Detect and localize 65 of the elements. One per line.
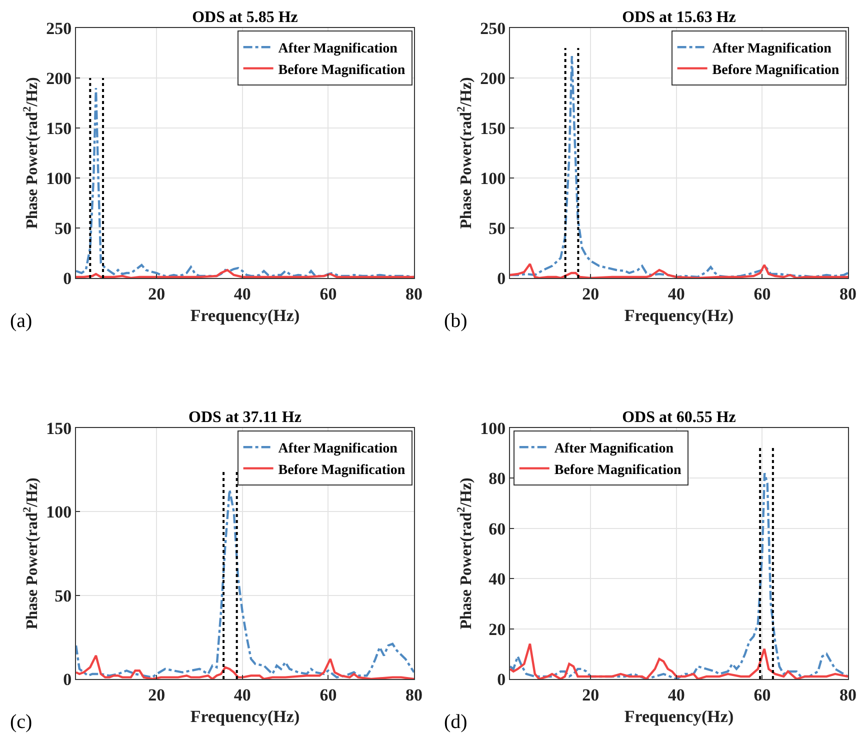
line-series: [510, 262, 848, 278]
y-tick-label: 100: [46, 168, 72, 188]
y-tick-label: 20: [488, 620, 506, 639]
x-tick-label: 20: [582, 685, 600, 704]
text: (b): [444, 310, 468, 332]
x-tick-label: 80: [406, 284, 422, 304]
line-series: [76, 654, 414, 679]
chart-title: ODS at 15.63 Hz: [622, 9, 736, 26]
y-tick-label: 250: [480, 18, 506, 38]
x-axis-title: Frequency(Hz): [624, 706, 734, 726]
y-tick-label: 150: [46, 118, 72, 138]
x-tick-label: 40: [668, 284, 685, 304]
x-tick-label: 20: [148, 284, 166, 304]
line-series: [510, 54, 848, 278]
x-tick-label: 80: [840, 685, 856, 704]
y-tick-label: 80: [488, 469, 506, 488]
chart-title: ODS at 60.55 Hz: [622, 409, 736, 426]
y-tick-label: 50: [488, 218, 506, 238]
legend-label: Before Magnification: [554, 462, 682, 478]
x-tick-label: 40: [668, 685, 685, 704]
legend-label: Before Magnification: [712, 62, 840, 78]
y-tick-label: 40: [488, 570, 506, 589]
y-tick-label: 250: [46, 18, 72, 38]
x-axis-title: Frequency(Hz): [624, 306, 734, 325]
y-tick-label: 100: [480, 168, 506, 188]
legend-label: After Magnification: [554, 442, 674, 457]
y-tick-label: 60: [488, 519, 506, 538]
y-tick-label: 50: [54, 586, 72, 606]
y-tick-label: 0: [497, 268, 506, 288]
line-series: [510, 642, 848, 679]
x-tick-label: 60: [754, 284, 771, 304]
y-tick-label: 100: [46, 502, 72, 522]
chart-title: ODS at 5.85 Hz: [192, 9, 298, 26]
line-series: [76, 86, 414, 278]
line-series: [76, 488, 414, 678]
x-tick-label: 60: [754, 685, 771, 704]
x-tick-label: 20: [582, 284, 600, 304]
legend-label: After Magnification: [278, 442, 398, 457]
x-tick-label: 80: [406, 685, 422, 704]
y-tick-label: 200: [480, 68, 506, 88]
x-tick-label: 20: [148, 685, 166, 704]
y-tick-label: 50: [54, 218, 72, 238]
chart-title: ODS at 37.11 Hz: [188, 409, 302, 426]
legend-label: Before Magnification: [278, 62, 406, 78]
y-tick-label: 150: [480, 118, 506, 138]
text: (c): [10, 711, 32, 733]
legend-label: After Magnification: [278, 42, 398, 57]
text: (a): [10, 310, 32, 332]
legend-label: After Magnification: [712, 42, 832, 57]
x-tick-label: 60: [320, 284, 337, 304]
x-axis-title: Frequency(Hz): [190, 706, 300, 726]
y-tick-label: 200: [46, 68, 72, 88]
text: (d): [444, 711, 468, 733]
y-tick-label: 0: [63, 268, 72, 288]
y-tick-label: 0: [497, 670, 506, 689]
x-axis-title: Frequency(Hz): [190, 306, 300, 325]
legend-label: Before Magnification: [278, 462, 406, 478]
x-tick-label: 40: [234, 685, 251, 704]
x-tick-label: 80: [840, 284, 856, 304]
line-series: [76, 268, 414, 278]
y-tick-label: 100: [480, 418, 506, 438]
y-tick-label: 0: [63, 670, 72, 689]
y-tick-label: 150: [46, 418, 72, 438]
x-tick-label: 40: [234, 284, 251, 304]
x-tick-label: 60: [320, 685, 337, 704]
